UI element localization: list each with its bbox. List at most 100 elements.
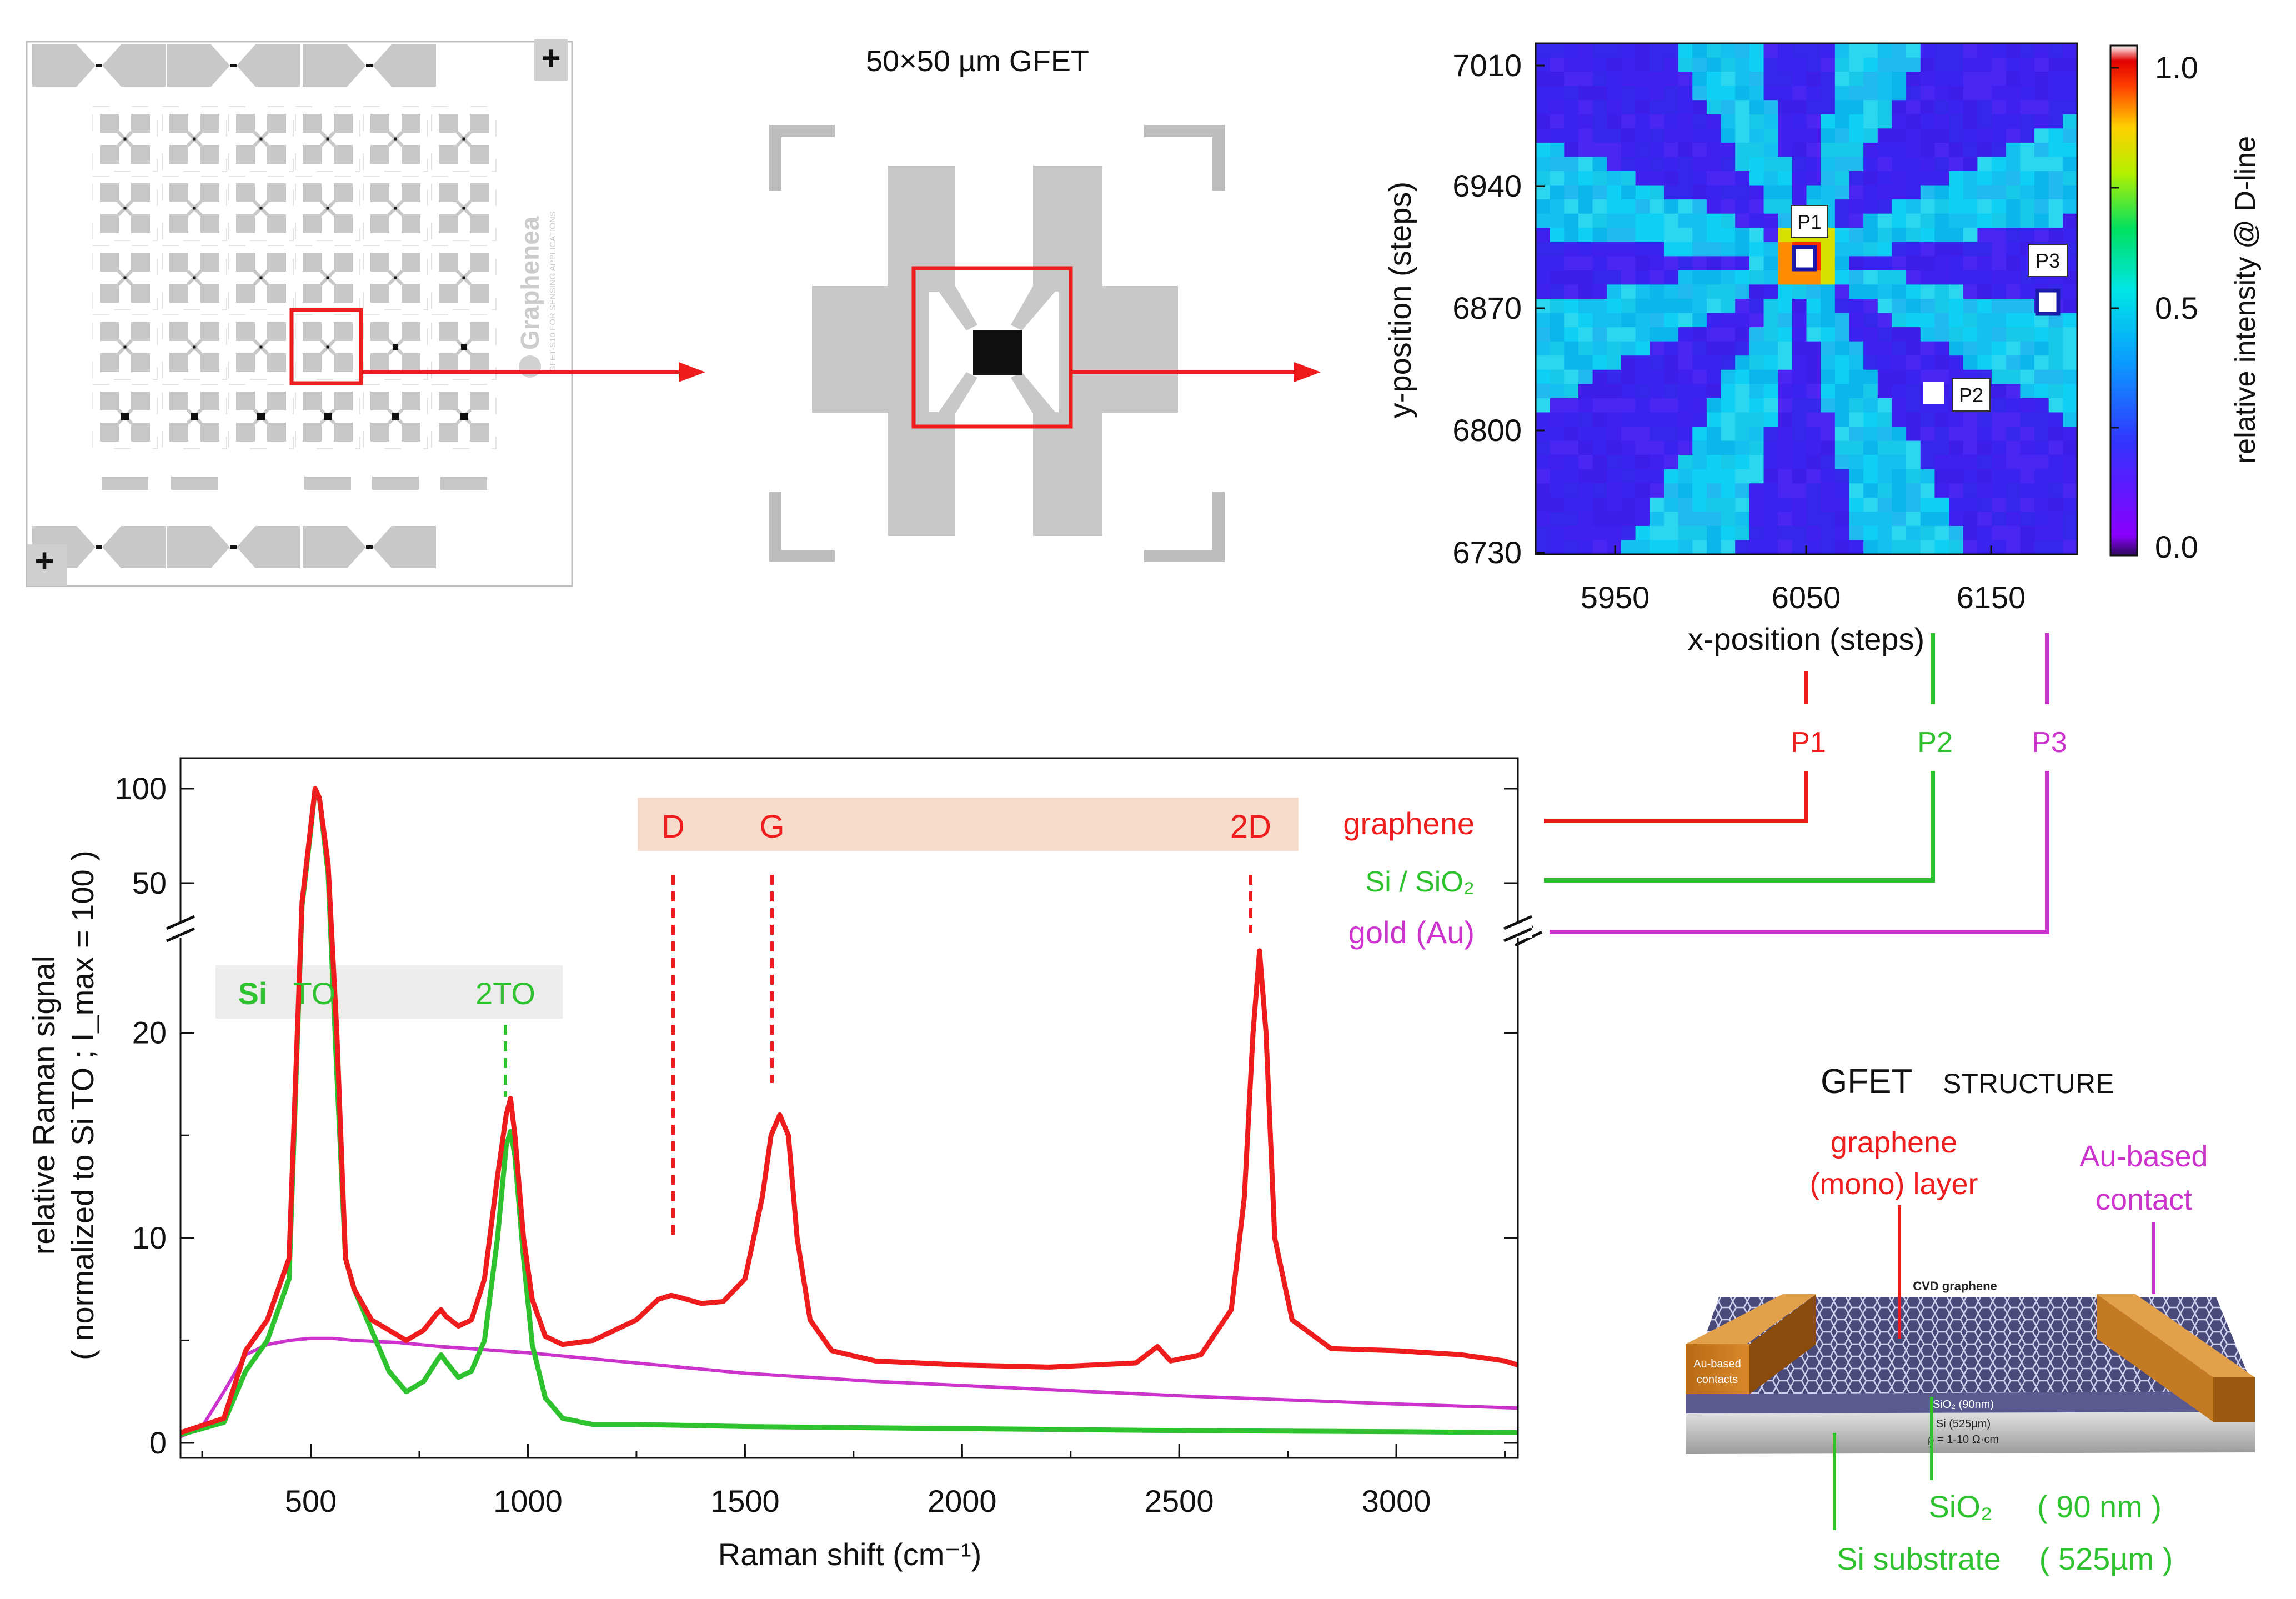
map-cell [1949,157,1964,172]
spectrum-y-tick-label: 0 [149,1425,167,1460]
map-cell [1821,284,1836,299]
map-cell [1778,355,1793,370]
map-cell [1692,427,1707,442]
gfet-structure-panel: GFET STRUCTURE graphene (mono) layer Au-… [1686,1062,2255,1576]
raman-map-heatmap [1536,43,2078,555]
map-cell [1663,427,1679,442]
map-cell [1778,157,1793,172]
map-cell [1621,313,1636,328]
spectrum-x-tick-label: 1500 [710,1483,780,1518]
map-cell [1920,355,1936,370]
map-cell [1735,171,1750,186]
map-cell [1663,497,1679,512]
map-cell [1663,284,1679,299]
map-cell [1834,157,1850,172]
map-cell [1721,412,1736,427]
map-cell [2034,398,2049,413]
map-cell [1934,142,1949,158]
map-cell [1934,327,1949,342]
map-cell [2020,299,2035,314]
map-cell [2006,284,2021,299]
map-cell [1934,455,1949,470]
contacts-small-label-1: Au-based [1693,1358,1741,1370]
map-cell [2034,43,2049,58]
map-cell [1906,369,1921,384]
si-substrate-label: Si substrate [1837,1541,2001,1576]
map-cell [1806,384,1821,399]
map-cell [1821,157,1836,172]
map-cell [1663,72,1679,87]
map-cell [1863,369,1878,384]
map-cell [1706,483,1722,498]
map-cell [1692,327,1707,342]
wafer-small-device [295,384,360,449]
map-cell [1992,100,2007,115]
map-cell [1934,540,1949,555]
wafer-subtitle: GFET-S10 FOR SENSING APPLICATIONS [548,211,558,372]
map-cell [1821,412,1836,427]
map-cell [1706,228,1722,243]
map-cell [1621,341,1636,356]
map-cell [1749,213,1764,228]
map-cell [1564,256,1579,271]
map-cell [1778,427,1793,442]
map-cell [1650,469,1665,484]
map-cell [1564,100,1579,115]
map-cell [1706,171,1722,186]
map-cell [1692,398,1707,413]
map-cell [1578,398,1593,413]
map-cell [1592,171,1607,186]
map-cell [1592,284,1607,299]
map-cell [1877,440,1893,455]
map-cell [1821,483,1836,498]
map-cell [1607,313,1622,328]
map-cell [1650,57,1665,72]
map-cell [2063,512,2078,527]
wafer-large-pad [303,44,366,87]
map-cell [1977,540,1992,555]
map-cell [1564,199,1579,214]
map-cell [1977,114,1992,129]
spectrum-x-tick-label: 500 [285,1483,337,1518]
map-cell [1721,43,1736,58]
map-cell [1906,86,1921,101]
map-cell [1663,384,1679,399]
map-y-axis-label: y-position (steps) [1382,182,1417,418]
map-cell [1877,213,1893,228]
map-cell [1678,497,1693,512]
map-cell [1607,512,1622,527]
map-cell [1735,284,1750,299]
map-cell [1592,72,1607,87]
map-cell [1963,43,1978,58]
map-cell [1806,43,1821,58]
map-cell [2048,199,2063,214]
wafer-layout-panel: + + Graphenea GFET-S10 FOR SENSING APPLI… [26,39,705,587]
map-cell [1550,341,1565,356]
map-cell [2048,86,2063,101]
spectrum-x-tick-label: 1000 [493,1483,563,1518]
raman-map-panel: 5950 6050 6150 7010 6940 6870 6800 6730 x-posi… [1382,42,2262,656]
map-cell [1877,412,1893,427]
map-cell [2006,57,2021,72]
map-cell [1892,525,1907,541]
map-cell [1592,100,1607,115]
map-cell [1721,469,1736,484]
map-cell [1749,86,1764,101]
map-cell [1920,440,1936,455]
map-cell [1834,497,1850,512]
map-cell [1607,100,1622,115]
map-cell [1834,100,1850,115]
au-contact-right-front [2097,1294,2213,1422]
wafer-small-device [92,314,158,380]
map-cell [1877,355,1893,370]
map-cell [1763,313,1778,328]
map-cell [1792,270,1807,285]
si-substrate-block [1686,1411,2255,1454]
map-cell [1977,455,1992,470]
map-cell [1721,540,1736,555]
map-cell [1749,525,1764,541]
map-cell [1635,114,1650,129]
map-cell [1578,313,1593,328]
map-cell [2048,228,2063,243]
